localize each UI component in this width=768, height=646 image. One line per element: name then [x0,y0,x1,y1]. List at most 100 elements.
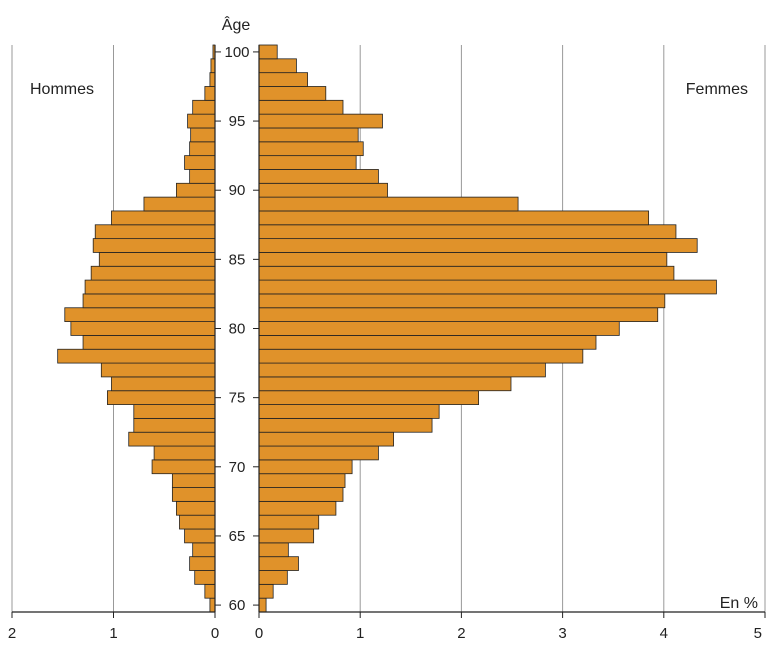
women-bar-age-63 [258,556,299,571]
women-bar-age-98 [258,72,308,87]
men-bar-age-90 [176,182,216,198]
men-axis-tick-label: 1 [109,625,117,642]
women-bar-age-64 [258,542,289,558]
women-axis-tick-label: 1 [356,625,364,642]
men-bar-age-67 [176,500,216,516]
men-bar-age-69 [171,473,216,488]
women-bar-age-81 [258,307,659,322]
women-bar-age-74 [258,404,440,419]
men-bar-age-63 [189,556,216,571]
women-bar-age-70 [258,459,353,475]
women-bar-age-66 [258,514,320,530]
men-bar-age-98 [209,72,216,87]
women-bar-age-68 [258,487,344,502]
women-bar-age-60 [258,597,267,613]
men-bar-age-78 [57,348,216,364]
men-bar-age-74 [133,404,216,419]
men-bars [57,44,216,613]
women-bar-age-78 [258,348,584,364]
age-tick-label: 95 [229,113,246,130]
men-bar-age-89 [143,196,216,212]
women-bar-age-92 [258,155,357,170]
women-axis-tick-label: 0 [255,625,263,642]
men-bar-age-80 [70,321,216,336]
women-axis-tick-label: 5 [754,625,762,642]
women-bar-age-71 [258,445,379,461]
men-bar-age-83 [84,279,216,295]
men-bar-age-81 [64,307,216,322]
women-axis-tick-label: 3 [558,625,566,642]
age-tick-label: 85 [229,251,246,268]
women-x-axis: 0 1 2 3 4 5 [255,611,766,642]
men-bar-age-64 [192,542,216,558]
women-bar-age-89 [258,196,519,212]
men-bar-age-62 [194,570,216,585]
women-bar-age-94 [258,127,359,143]
age-tick-label: 80 [229,321,246,338]
age-tick-label: 75 [229,390,246,407]
women-bar-age-83 [258,279,717,295]
men-bar-age-96 [192,99,216,115]
men-bar-age-87 [94,224,216,240]
men-bar-age-75 [107,390,216,405]
age-tick-label: 90 [229,182,246,199]
men-bar-age-66 [179,514,216,530]
men-bar-age-94 [190,127,216,143]
women-bar-age-88 [258,210,650,226]
women-bar-age-79 [258,335,597,350]
men-bar-age-68 [171,487,216,502]
age-tick-label: 70 [229,459,246,476]
women-bar-age-84 [258,265,675,281]
men-x-axis: 2 1 0 [8,611,219,642]
men-bar-age-76 [111,376,216,392]
women-bar-age-72 [258,431,394,447]
men-bar-age-71 [153,445,216,461]
women-bar-age-77 [258,362,546,378]
men-bar-age-95 [187,113,216,129]
women-bar-age-62 [258,570,288,585]
women-bar-age-73 [258,417,433,433]
women-bar-age-69 [258,473,346,488]
men-bar-age-77 [100,362,216,378]
age-tick-label: 65 [229,528,246,545]
men-bar-age-70 [151,459,216,475]
women-bar-age-80 [258,321,620,336]
men-bar-age-79 [82,335,216,350]
women-bar-age-86 [258,238,698,253]
men-label: Hommes [30,81,94,98]
men-bar-age-73 [133,417,216,433]
women-axis-tick-label: 4 [660,625,668,642]
men-bar-age-91 [189,169,216,184]
men-bar-age-93 [189,141,216,157]
men-bar-age-92 [184,155,216,170]
men-bar-age-72 [128,431,216,447]
women-bar-age-93 [258,141,364,157]
women-bar-age-61 [258,583,274,599]
women-bar-age-76 [258,376,512,392]
men-bar-age-60 [209,597,216,613]
men-bar-age-99 [210,58,216,74]
women-bar-age-96 [258,99,344,115]
men-bar-age-88 [111,210,216,226]
women-bar-age-87 [258,224,677,240]
men-bar-age-82 [82,293,216,309]
women-bar-age-95 [258,113,383,129]
men-axis-tick-label: 0 [211,625,219,642]
age-tick-label: 60 [229,597,246,614]
age-axis-title: Âge [222,15,251,34]
men-bar-age-84 [90,265,216,281]
women-bar-age-82 [258,293,666,309]
women-bar-age-85 [258,252,668,267]
men-bar-age-86 [92,238,216,253]
women-bar-age-65 [258,528,315,544]
age-tick-label: 100 [224,44,249,61]
men-bar-age-85 [98,252,216,267]
women-bar-age-97 [258,86,327,101]
women-bar-age-100 [258,44,278,60]
men-bar-age-61 [204,583,216,599]
women-bar-age-67 [258,500,337,516]
unit-label: En % [720,595,758,612]
age-axis: 60 65 70 75 80 85 90 95 100 [214,44,260,614]
women-bar-age-99 [258,58,297,74]
